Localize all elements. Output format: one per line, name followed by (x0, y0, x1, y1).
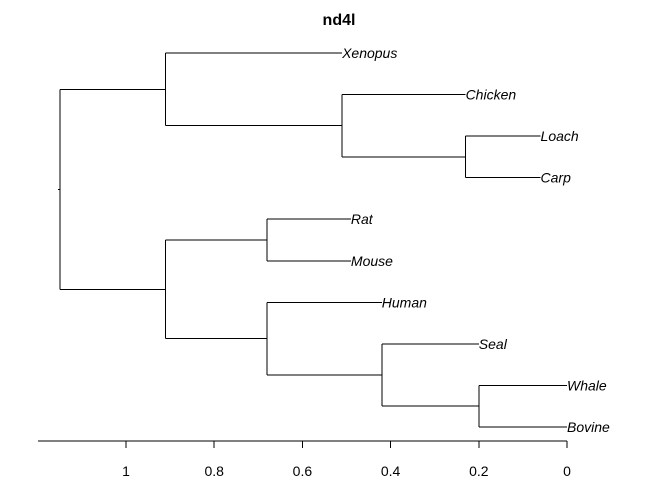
leaf-label-xenopus: Xenopus (341, 45, 397, 61)
leaf-label-chicken: Chicken (466, 87, 517, 103)
leaf-label-rat: Rat (351, 211, 374, 227)
x-axis-tick-label: 0.4 (381, 463, 401, 479)
branches-group (57, 52, 567, 428)
x-axis-tick-label: 0.8 (204, 463, 224, 479)
x-axis: 1 0.8 0.6 0.4 0.2 0 (38, 440, 571, 479)
leaf-label-human: Human (382, 294, 427, 310)
leaf-label-seal: Seal (479, 336, 508, 352)
x-axis-tick-label: 0 (563, 463, 571, 479)
leaf-label-loach: Loach (541, 128, 579, 144)
leaf-labels-group: Xenopus Chicken Loach Carp Rat Mouse Human Seal… (341, 45, 610, 435)
chart-title: nd4l (323, 12, 356, 29)
leaf-label-carp: Carp (541, 170, 572, 186)
leaf-label-whale: Whale (567, 377, 607, 393)
x-axis-tick-label: 0.6 (293, 463, 313, 479)
leaf-label-bovine: Bovine (567, 419, 610, 435)
x-axis-tick-label: 1 (122, 463, 130, 479)
x-axis-tick-label: 0.2 (469, 463, 489, 479)
leaf-label-mouse: Mouse (351, 253, 393, 269)
